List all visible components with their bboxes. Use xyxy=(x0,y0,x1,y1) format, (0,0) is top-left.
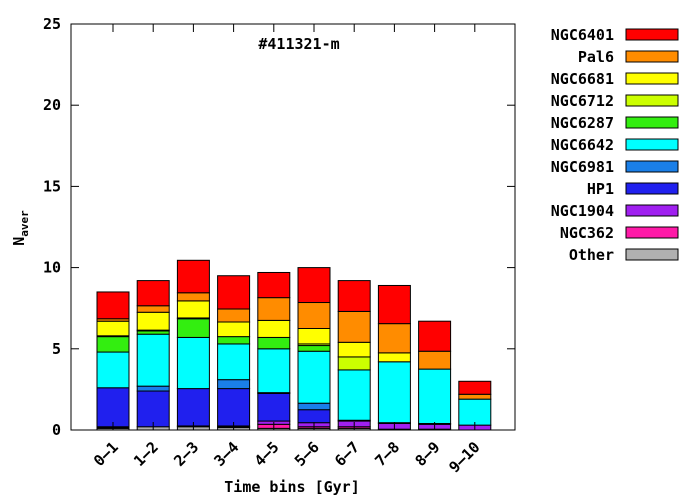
y-axis-title-subscript: aver xyxy=(18,210,31,237)
legend-label: NGC362 xyxy=(560,224,614,242)
bar-segment-pal6 xyxy=(377,323,411,354)
legend-label: NGC6981 xyxy=(551,158,614,176)
legend-swatch xyxy=(625,28,679,41)
bar-segment-hp1 xyxy=(136,390,170,428)
bar-segment-pal6 xyxy=(257,297,291,321)
x-tick-label: 0–1 xyxy=(90,438,122,470)
bar-segment-hp1 xyxy=(297,409,331,424)
legend-swatch xyxy=(625,160,679,173)
legend-swatch xyxy=(625,182,679,195)
bar-segment-pal6 xyxy=(418,350,452,370)
legend-label: NGC6401 xyxy=(551,26,614,44)
bar-segment-pal6 xyxy=(136,305,170,313)
bar-segment-ngc6712 xyxy=(337,356,371,371)
bar-segment-ngc6401 xyxy=(176,259,210,294)
x-tick-label: 4–5 xyxy=(251,438,283,470)
bar-segment-ngc6681 xyxy=(96,320,130,337)
legend-label: Other xyxy=(569,246,614,264)
x-tick-label: 3–4 xyxy=(211,438,243,470)
legend-swatch xyxy=(625,72,679,85)
bar-segment-pal6 xyxy=(458,393,492,400)
bar-segment-ngc6287 xyxy=(297,345,331,352)
bar-segment-ngc6401 xyxy=(297,267,331,304)
bar-segment-ngc6681 xyxy=(136,311,170,331)
x-tick-label: 8–9 xyxy=(412,438,444,470)
bar-segment-ngc6981 xyxy=(136,385,170,392)
bar-segment-ngc6642 xyxy=(136,333,170,387)
bar-segment-ngc6981 xyxy=(217,379,251,390)
bar-segment-hp1 xyxy=(176,388,210,427)
y-tick-label: 0 xyxy=(52,421,61,439)
legend-swatch xyxy=(625,94,679,107)
y-tick-label: 20 xyxy=(43,96,61,114)
bar-segment-ngc6287 xyxy=(176,318,210,338)
bar-segment-pal6 xyxy=(297,302,331,329)
y-axis-title: Naver xyxy=(10,210,31,246)
legend-label: NGC6642 xyxy=(551,136,614,154)
legend-label: NGC6712 xyxy=(551,92,614,110)
bar-segment-ngc6642 xyxy=(297,350,331,404)
y-tick-label: 10 xyxy=(43,259,61,277)
x-tick-label: 6–7 xyxy=(331,438,363,470)
x-tick-label: 7–8 xyxy=(371,438,403,470)
plot-frame xyxy=(70,23,516,431)
x-tick-label: 9–10 xyxy=(445,438,483,476)
bars-layer xyxy=(96,259,492,431)
legend-swatch xyxy=(625,116,679,129)
legend-label: NGC6287 xyxy=(551,114,614,132)
legend-swatch xyxy=(625,204,679,217)
bar-segment-ngc6642 xyxy=(458,398,492,426)
legend-swatch xyxy=(625,248,679,261)
y-tick-label: 5 xyxy=(52,340,61,358)
bar-segment-ngc6642 xyxy=(337,369,371,421)
legend-label: NGC6681 xyxy=(551,70,614,88)
x-tick-label: 5–6 xyxy=(291,438,323,470)
bar-segment-hp1 xyxy=(257,392,291,422)
bar-segment-ngc6642 xyxy=(176,336,210,390)
bar-segment-ngc6642 xyxy=(377,361,411,424)
bar-segment-ngc6681 xyxy=(337,341,371,358)
bar-segment-ngc6401 xyxy=(257,271,291,299)
legend-label: Pal6 xyxy=(578,48,614,66)
bar-segment-ngc6681 xyxy=(297,328,331,345)
bar-segment-ngc6642 xyxy=(418,368,452,425)
legend-swatch xyxy=(625,138,679,151)
y-tick-label: 25 xyxy=(43,15,61,33)
bar-segment-ngc6401 xyxy=(377,284,411,325)
bar-segment-ngc6401 xyxy=(418,320,452,352)
bar-segment-ngc6681 xyxy=(257,319,291,338)
bar-segment-pal6 xyxy=(176,292,210,302)
bar-segment-hp1 xyxy=(96,387,130,428)
legend-label: NGC1904 xyxy=(551,202,614,220)
legend-swatch xyxy=(625,50,679,63)
legend: NGC6401 Pal6 NGC6681 NGC6712 NGC6287 NGC6642 N… xyxy=(551,26,679,264)
bar-segment-ngc6287 xyxy=(217,336,251,345)
bar-segment-ngc6287 xyxy=(257,336,291,350)
legend-label: HP1 xyxy=(587,180,614,198)
bar-segment-ngc6401 xyxy=(217,275,251,310)
x-tick-label: 2–3 xyxy=(170,438,202,470)
bar-segment-ngc6287 xyxy=(96,336,130,353)
x-axis-title: Time bins [Gyr] xyxy=(224,478,359,496)
bar-segment-ngc6642 xyxy=(96,351,130,389)
chart-annotation: #411321-m xyxy=(258,35,339,53)
bar-segment-ngc6681 xyxy=(217,321,251,338)
bar-segment-ngc6642 xyxy=(217,343,251,381)
legend-swatch xyxy=(625,226,679,239)
bar-segment-ngc6401 xyxy=(458,380,492,395)
y-tick-label: 15 xyxy=(43,177,61,195)
bar-segment-ngc6401 xyxy=(136,280,170,307)
y-axis-title-main: N xyxy=(10,237,28,246)
bar-segment-pal6 xyxy=(337,310,371,343)
bar-segment-ngc6401 xyxy=(337,280,371,312)
x-tick-label: 1–2 xyxy=(130,438,162,470)
bar-segment-hp1 xyxy=(217,388,251,427)
bar-segment-ngc6401 xyxy=(96,291,130,320)
bar-segment-ngc6681 xyxy=(176,300,210,319)
bar-segment-ngc6981 xyxy=(297,402,331,411)
bar-segment-pal6 xyxy=(217,308,251,323)
bar-segment-ngc6642 xyxy=(257,348,291,394)
bar-segment-ngc6681 xyxy=(377,352,411,363)
